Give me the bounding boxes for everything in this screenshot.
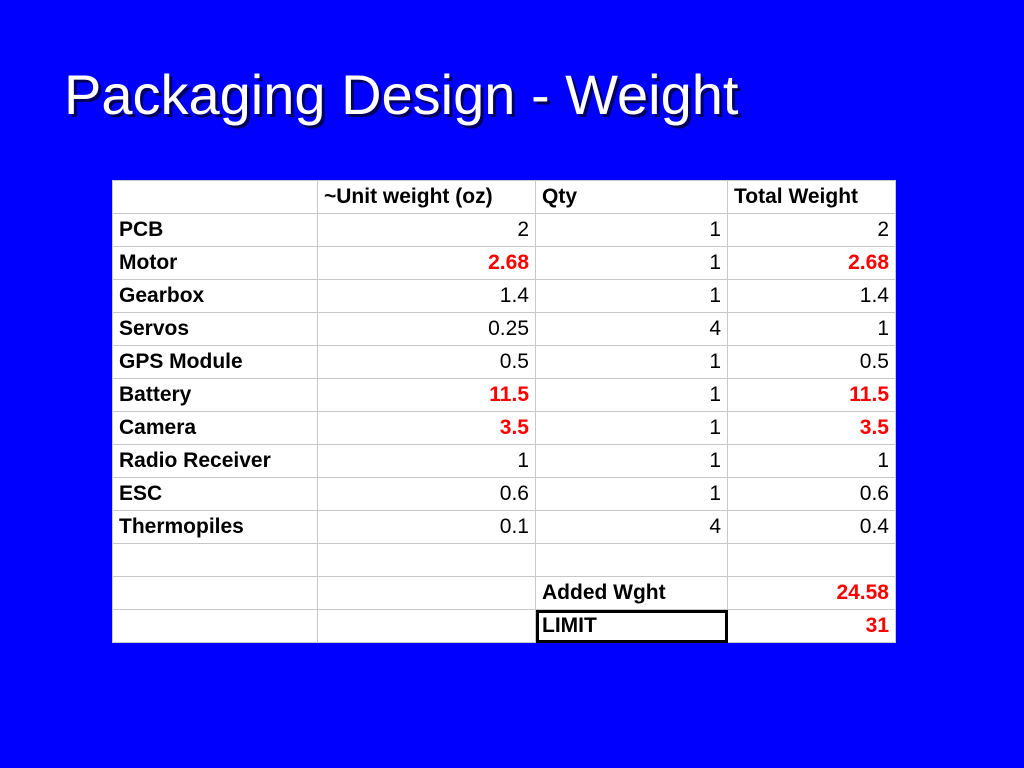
cell: 3.5: [317, 411, 536, 445]
cell: 1: [535, 345, 728, 379]
slide-title: Packaging Design - Weight: [64, 63, 739, 126]
cell: 1: [317, 444, 536, 478]
cell: 4: [535, 312, 728, 346]
cell: 11.5: [727, 378, 896, 412]
cell: [317, 576, 536, 610]
cell: Battery: [112, 378, 318, 412]
cell: ESC: [112, 477, 318, 511]
row: Gearbox 1.4 1 1.4: [112, 279, 896, 313]
cell: 1: [535, 246, 728, 280]
cell: 0.6: [317, 477, 536, 511]
cell: 2: [317, 213, 536, 247]
cell: 0.1: [317, 510, 536, 544]
row: PCB 2 1 2: [112, 213, 896, 247]
summary-value: 31: [727, 609, 896, 643]
row: Camera 3.5 1 3.5: [112, 411, 896, 445]
row: Thermopiles 0.1 4 0.4: [112, 510, 896, 544]
cell: 0.4: [727, 510, 896, 544]
summary-label: Added Wght: [535, 576, 728, 610]
row: Battery 11.5 1 11.5: [112, 378, 896, 412]
header-cell: Qty: [535, 180, 728, 214]
cell: 0.6: [727, 477, 896, 511]
cell: 1: [727, 444, 896, 478]
cell: GPS Module: [112, 345, 318, 379]
row: Radio Receiver 1 1 1: [112, 444, 896, 478]
header-cell: ~Unit weight (oz): [317, 180, 536, 214]
cell: 2.68: [727, 246, 896, 280]
cell: 0.5: [317, 345, 536, 379]
cell: 4: [535, 510, 728, 544]
cell: [727, 543, 896, 577]
weight-table: ~Unit weight (oz) Qty Total Weight PCB 2 1…: [112, 180, 896, 643]
summary-row: LIMIT 31: [112, 609, 896, 643]
cell: PCB: [112, 213, 318, 247]
cell: [317, 609, 536, 643]
cell: Radio Receiver: [112, 444, 318, 478]
cell: 1: [535, 444, 728, 478]
cell: Gearbox: [112, 279, 318, 313]
cell: [112, 543, 318, 577]
summary-row: Added Wght 24.58: [112, 576, 896, 610]
cell: 1: [535, 411, 728, 445]
cell: 1.4: [727, 279, 896, 313]
summary-value: 24.58: [727, 576, 896, 610]
cell: 0.5: [727, 345, 896, 379]
cell: [535, 543, 728, 577]
cell: 1: [535, 213, 728, 247]
cell: 0.25: [317, 312, 536, 346]
cell: Thermopiles: [112, 510, 318, 544]
row: Servos 0.25 4 1: [112, 312, 896, 346]
cell: 2.68: [317, 246, 536, 280]
cell: Servos: [112, 312, 318, 346]
cell: [112, 576, 318, 610]
cell: 1: [727, 312, 896, 346]
cell: 3.5: [727, 411, 896, 445]
cell: 11.5: [317, 378, 536, 412]
cell: Camera: [112, 411, 318, 445]
cell: 1: [535, 279, 728, 313]
header-row: ~Unit weight (oz) Qty Total Weight: [112, 180, 896, 214]
cell: 1: [535, 477, 728, 511]
cell: [112, 609, 318, 643]
cell: Motor: [112, 246, 318, 280]
cell: 2: [727, 213, 896, 247]
row: GPS Module 0.5 1 0.5: [112, 345, 896, 379]
header-cell: Total Weight: [727, 180, 896, 214]
empty-row: [112, 543, 896, 577]
summary-label: LIMIT: [535, 609, 728, 643]
cell: [317, 543, 536, 577]
cell: 1: [535, 378, 728, 412]
row: Motor 2.68 1 2.68: [112, 246, 896, 280]
row: ESC 0.6 1 0.6: [112, 477, 896, 511]
cell: 1.4: [317, 279, 536, 313]
cell: [112, 180, 318, 214]
